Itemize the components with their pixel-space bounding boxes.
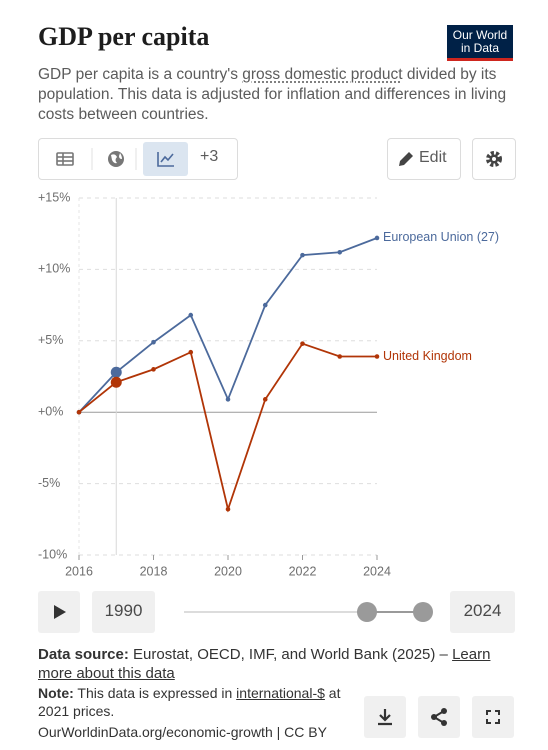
tab-icons: [56, 148, 174, 170]
y-tick-label: +0%: [38, 404, 63, 418]
edit-label[interactable]: Edit: [419, 149, 447, 166]
timeline-slider[interactable]: [180, 598, 435, 626]
x-tick-label: 2016: [65, 564, 93, 578]
y-tick-label: +15%: [38, 190, 70, 204]
map-tab[interactable]: [108, 151, 124, 167]
data-point: [225, 397, 231, 402]
fullscreen-icon: [486, 710, 500, 724]
x-tick-label: 2022: [289, 564, 317, 578]
y-tick-label: +10%: [38, 262, 70, 276]
fullscreen-button[interactable]: [472, 696, 514, 738]
x-tick-label: 2020: [214, 564, 242, 578]
y-tick-label: -10%: [38, 547, 67, 561]
line-tab[interactable]: [157, 152, 174, 167]
timeline-start[interactable]: 1990: [92, 591, 155, 633]
play-icon: [54, 605, 66, 619]
pencil-icon: [399, 152, 413, 166]
data-point: [110, 376, 122, 388]
note-text: This data is expressed in: [77, 685, 237, 701]
source-link[interactable]: Learn more about this data: [38, 646, 491, 682]
note: Note: This data is expressed in internat…: [38, 684, 358, 720]
data-point: [76, 409, 82, 415]
tab-selected[interactable]: [143, 142, 188, 176]
source-label: Data source:: [38, 646, 129, 663]
data-point: [374, 354, 380, 359]
title: GDP per capita: [38, 22, 210, 51]
line-chart: -10% -5% +0% +5% +10% +15% 2016 2018 2020 2022 202…: [38, 190, 391, 578]
series-label[interactable]: United Kingdom: [383, 348, 472, 363]
data-point: [337, 354, 343, 359]
data-point: [151, 339, 156, 345]
download-icon: [378, 709, 392, 726]
source-text: Eurostat, OECD, IMF, and World Bank (202…: [133, 646, 453, 663]
series-label[interactable]: European Union (27): [383, 229, 500, 244]
data-point: [262, 302, 268, 308]
edit-button[interactable]: [387, 138, 461, 180]
share-icon: [431, 708, 447, 726]
data-point: [225, 507, 231, 512]
y-tick-label: -5%: [38, 476, 60, 490]
slider-knob[interactable]: [357, 602, 377, 622]
note-label: Note:: [38, 685, 74, 701]
note-text: at 2021 prices.: [38, 685, 341, 719]
y-tick-label: +5%: [38, 333, 63, 347]
logo[interactable]: Our World in Data: [447, 25, 513, 61]
timeline-end[interactable]: 2024: [450, 591, 515, 633]
x-tick-label: 2024: [363, 564, 391, 578]
play-button[interactable]: [38, 591, 80, 633]
data-point: [188, 312, 194, 318]
subtitle: GDP per capita is a country's gross dome…: [38, 65, 518, 125]
source: Data source: Eurostat, OECD, IMF, and Wo…: [38, 645, 518, 683]
data-point: [151, 367, 156, 372]
more-tabs[interactable]: +3: [200, 148, 219, 165]
x-tick-label: 2018: [140, 564, 168, 578]
share-button[interactable]: [418, 696, 460, 738]
data-point: [300, 341, 305, 346]
note-link[interactable]: international-$: [236, 685, 325, 701]
series-line: [78, 342, 377, 513]
tab-group: [38, 138, 238, 180]
data-point: [262, 397, 268, 402]
gear-icon: [486, 151, 502, 167]
data-point: [110, 366, 122, 378]
data-point: [188, 349, 194, 355]
table-tab[interactable]: [56, 152, 74, 166]
subtitle-term[interactable]: gross domestic product: [242, 66, 403, 83]
data-point: [300, 252, 305, 258]
data-point: [337, 249, 343, 255]
series-line: [78, 237, 378, 413]
subtitle-text: GDP per capita is a country's: [38, 66, 243, 83]
data-point: [374, 235, 380, 241]
url[interactable]: OurWorldinData.org/economic-growth | CC …: [38, 724, 327, 740]
slider-knob[interactable]: [413, 602, 433, 622]
download-button[interactable]: [364, 696, 406, 738]
subtitle-text: divided by its population. This data is …: [38, 66, 507, 123]
